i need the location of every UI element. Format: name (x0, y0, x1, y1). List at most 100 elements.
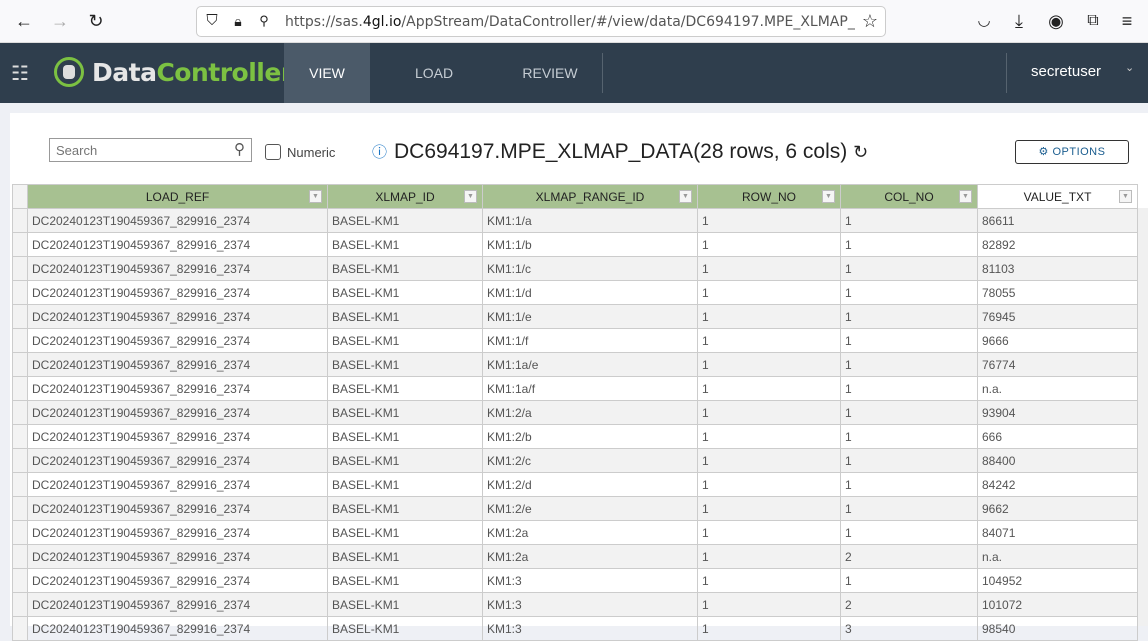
table-cell[interactable]: 1 (697, 352, 841, 377)
table-cell[interactable]: KM1:1a/f (482, 376, 698, 401)
filter-dropdown-icon[interactable]: ▼ (464, 190, 477, 203)
filter-dropdown-icon[interactable]: ▼ (309, 190, 322, 203)
table-cell[interactable]: 2 (840, 592, 978, 617)
table-cell[interactable]: 82892 (977, 232, 1138, 257)
table-row[interactable]: DC20240123T190459367_829916_2374 BASEL-KM… (12, 232, 1138, 257)
table-cell[interactable]: 76945 (977, 304, 1138, 329)
row-header[interactable] (12, 616, 28, 641)
table-cell[interactable]: 104952 (977, 568, 1138, 593)
table-cell[interactable]: DC20240123T190459367_829916_2374 (27, 256, 328, 281)
refresh-icon[interactable]: ↻ (853, 142, 869, 162)
filter-dropdown-icon[interactable]: ▼ (679, 190, 692, 203)
table-row[interactable]: DC20240123T190459367_829916_2374 BASEL-KM… (12, 208, 1138, 233)
table-cell[interactable]: DC20240123T190459367_829916_2374 (27, 616, 328, 641)
table-cell[interactable]: 1 (840, 376, 978, 401)
table-cell[interactable]: DC20240123T190459367_829916_2374 (27, 232, 328, 257)
table-cell[interactable]: DC20240123T190459367_829916_2374 (27, 352, 328, 377)
logo[interactable]: DataController (92, 58, 293, 87)
table-cell[interactable]: 1 (840, 520, 978, 545)
table-row[interactable]: DC20240123T190459367_829916_2374 BASEL-KM… (12, 280, 1138, 305)
table-cell[interactable]: BASEL-KM1 (327, 448, 483, 473)
menu-icon[interactable]: ≡ (1121, 11, 1133, 31)
info-icon[interactable]: ⓘ (372, 144, 388, 161)
row-header[interactable] (12, 520, 28, 545)
table-cell[interactable]: 3 (840, 616, 978, 641)
download-icon[interactable]: ⤓ (1015, 11, 1023, 31)
table-cell[interactable]: DC20240123T190459367_829916_2374 (27, 280, 328, 305)
search-input[interactable] (50, 139, 220, 161)
row-header[interactable] (12, 352, 28, 377)
numeric-checkbox[interactable] (265, 144, 281, 160)
table-cell[interactable]: DC20240123T190459367_829916_2374 (27, 400, 328, 425)
table-cell[interactable]: 9662 (977, 496, 1138, 521)
table-cell[interactable]: 1 (697, 592, 841, 617)
vertical-scrollbar[interactable] (1138, 208, 1148, 626)
table-cell[interactable]: 1 (697, 328, 841, 353)
table-row[interactable]: DC20240123T190459367_829916_2374 BASEL-KM… (12, 256, 1138, 281)
table-cell[interactable]: 1 (697, 256, 841, 281)
table-cell[interactable]: 666 (977, 424, 1138, 449)
table-cell[interactable]: 1 (697, 520, 841, 545)
table-row[interactable]: DC20240123T190459367_829916_2374 BASEL-KM… (12, 520, 1138, 545)
row-header[interactable] (12, 592, 28, 617)
table-cell[interactable]: KM1:1/a (482, 208, 698, 233)
table-cell[interactable]: DC20240123T190459367_829916_2374 (27, 544, 328, 569)
sidebar-toggle-icon[interactable]: ☷ (11, 63, 29, 85)
table-cell[interactable]: 78055 (977, 280, 1138, 305)
row-header[interactable] (12, 376, 28, 401)
account-icon[interactable]: ◉ (1048, 11, 1064, 31)
table-cell[interactable]: n.a. (977, 376, 1138, 401)
table-cell[interactable]: 1 (840, 304, 978, 329)
table-cell[interactable]: BASEL-KM1 (327, 352, 483, 377)
table-cell[interactable]: BASEL-KM1 (327, 472, 483, 497)
table-cell[interactable]: BASEL-KM1 (327, 616, 483, 641)
table-cell[interactable]: BASEL-KM1 (327, 568, 483, 593)
table-cell[interactable]: DC20240123T190459367_829916_2374 (27, 304, 328, 329)
row-header[interactable] (12, 496, 28, 521)
table-row[interactable]: DC20240123T190459367_829916_2374 BASEL-KM… (12, 448, 1138, 473)
column-header-xlmap-range-id[interactable]: XLMAP_RANGE_ID ▼ (482, 184, 698, 209)
table-cell[interactable]: KM1:1/e (482, 304, 698, 329)
table-cell[interactable]: BASEL-KM1 (327, 592, 483, 617)
table-cell[interactable]: 1 (697, 496, 841, 521)
table-cell[interactable]: BASEL-KM1 (327, 304, 483, 329)
table-cell[interactable]: BASEL-KM1 (327, 424, 483, 449)
table-cell[interactable]: 1 (840, 472, 978, 497)
pocket-icon[interactable]: ◡ (977, 12, 991, 29)
table-row[interactable]: DC20240123T190459367_829916_2374 BASEL-KM… (12, 424, 1138, 449)
column-header-value-txt[interactable]: VALUE_TXT ▼ (977, 184, 1138, 209)
table-cell[interactable]: KM1:2/d (482, 472, 698, 497)
table-cell[interactable]: 76774 (977, 352, 1138, 377)
table-cell[interactable]: 1 (840, 448, 978, 473)
table-row[interactable]: DC20240123T190459367_829916_2374 BASEL-KM… (12, 592, 1138, 617)
table-cell[interactable]: 1 (840, 256, 978, 281)
permissions-icon[interactable]: ⚲ (259, 13, 269, 28)
row-header[interactable] (12, 328, 28, 353)
table-cell[interactable]: 1 (840, 568, 978, 593)
table-cell[interactable]: 1 (697, 400, 841, 425)
row-header[interactable] (12, 232, 28, 257)
table-cell[interactable]: KM1:2/e (482, 496, 698, 521)
row-header[interactable] (12, 472, 28, 497)
table-cell[interactable]: DC20240123T190459367_829916_2374 (27, 448, 328, 473)
table-cell[interactable]: BASEL-KM1 (327, 376, 483, 401)
table-cell[interactable]: 84071 (977, 520, 1138, 545)
tab-view[interactable]: VIEW (284, 43, 370, 103)
bookmark-star-icon[interactable]: ☆ (861, 11, 879, 31)
filter-dropdown-icon[interactable]: ▼ (959, 190, 972, 203)
table-cell[interactable]: DC20240123T190459367_829916_2374 (27, 568, 328, 593)
column-header-xlmap-id[interactable]: XLMAP_ID ▼ (327, 184, 483, 209)
row-header[interactable] (12, 256, 28, 281)
table-cell[interactable]: 84242 (977, 472, 1138, 497)
shield-icon[interactable]: ⛉ (206, 12, 218, 29)
table-cell[interactable]: 1 (840, 352, 978, 377)
table-cell[interactable]: DC20240123T190459367_829916_2374 (27, 472, 328, 497)
table-row[interactable]: DC20240123T190459367_829916_2374 BASEL-KM… (12, 304, 1138, 329)
table-cell[interactable]: 1 (697, 376, 841, 401)
table-cell[interactable]: KM1:3 (482, 616, 698, 641)
column-header-col-no[interactable]: COL_NO ▼ (840, 184, 978, 209)
column-header-load-ref[interactable]: LOAD_REF ▼ (27, 184, 328, 209)
table-cell[interactable]: BASEL-KM1 (327, 328, 483, 353)
table-cell[interactable]: KM1:2/c (482, 448, 698, 473)
table-cell[interactable]: DC20240123T190459367_829916_2374 (27, 496, 328, 521)
